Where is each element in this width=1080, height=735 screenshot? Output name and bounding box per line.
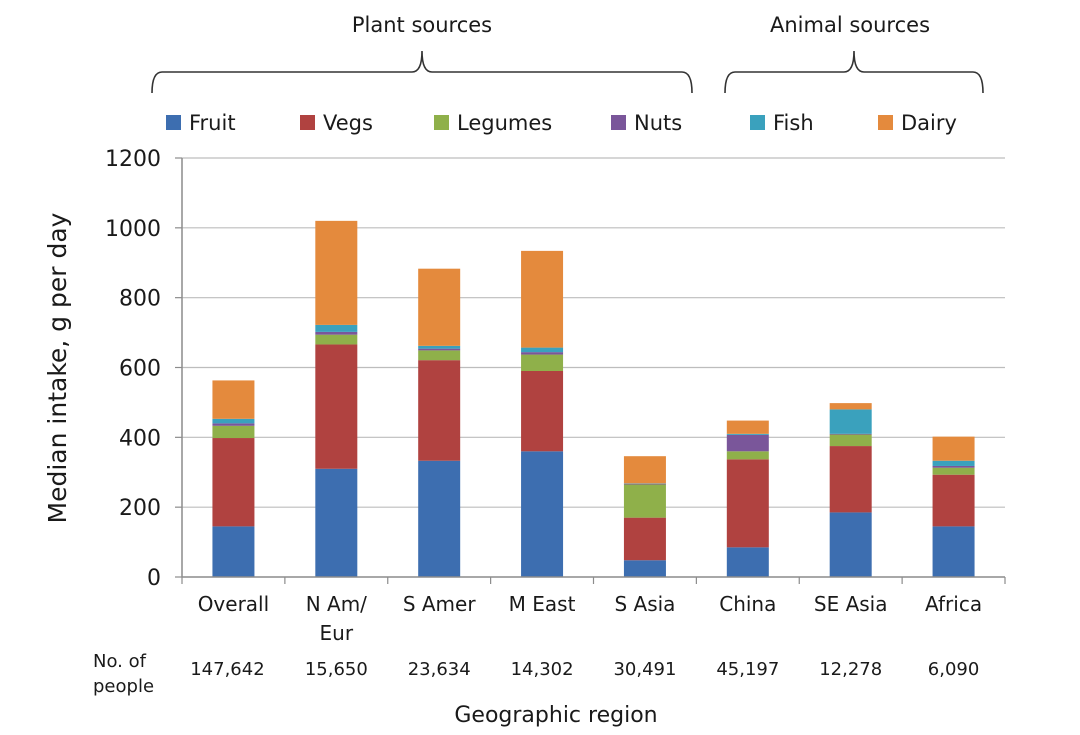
legend-swatch-fruit [166,115,181,130]
people-count: 15,650 [305,659,368,680]
bar-segment-fish [932,460,975,466]
bar-segment-vegs [315,344,358,469]
x-tick-label: S Asia [614,592,675,616]
bar-segment-nuts [315,331,358,335]
y-tick-labels: 0 200 400 600 800 1000 1200 [105,147,161,591]
bar-segment-legumes [829,434,872,447]
x-tick-label: SE Asia [814,592,888,616]
people-count: 147,642 [190,659,264,680]
bars [212,220,975,577]
legend-swatch-legumes [434,115,449,130]
bar-segment-fish [212,418,255,424]
bar-segment-fruit [623,560,666,577]
bar-segment-legumes [418,350,461,361]
bar-segment-fruit [212,526,255,577]
people-count: 45,197 [716,659,779,680]
legend-swatch-dairy [878,115,893,130]
bar-segment-fruit [932,526,975,577]
x-tick-label: Africa [925,592,982,616]
bar-segment-legumes [212,425,255,439]
bar-segment-dairy [212,380,255,419]
x-tick-label: Eur [320,621,354,645]
bar-segment-legumes [315,334,358,345]
x-tick-label: N Am/ [306,592,367,616]
x-tick-label: Overall [198,592,269,616]
bar-segment-vegs [212,438,255,527]
bar-segment-nuts [521,352,564,355]
animal-sources-brace [724,50,984,94]
legend-swatch-nuts [611,115,626,130]
y-tick-label: 1200 [105,147,161,172]
people-row-label: people [93,676,154,697]
group-label: Plant sources [352,13,492,37]
bar-segment-nuts [829,433,872,435]
legend-label-legumes: Legumes [457,111,552,135]
gridlines [175,157,1006,584]
bar-segment-legumes [726,451,769,460]
bar-segment-legumes [521,354,564,371]
legend: Fruit Vegs Legumes Nuts Fish Dairy [166,111,957,135]
x-tick-label: S Amer [403,592,477,616]
bar-segment-vegs [829,446,872,513]
bar-segment-vegs [623,517,666,561]
bar-segment-fish [418,345,461,349]
bar-segment-vegs [932,474,975,527]
bar-segment-fish [315,324,358,332]
bar-segment-nuts [623,483,666,485]
people-count: 14,302 [511,659,574,680]
bar-segment-fish [829,409,872,434]
bar-segment-nuts [726,434,769,452]
people-count: 30,491 [613,659,676,680]
legend-swatch-fish [750,115,765,130]
bar-segment-dairy [315,220,358,325]
people-count: 23,634 [408,659,471,680]
bar-segment-vegs [726,459,769,548]
legend-swatch-vegs [300,115,315,130]
y-tick-label: 400 [119,426,161,451]
y-tick-label: 1000 [105,217,161,242]
bar-segment-nuts [932,465,975,468]
legend-label-fruit: Fruit [189,111,236,135]
y-tick-label: 0 [147,566,161,591]
bar-segment-dairy [829,403,872,410]
legend-label-nuts: Nuts [634,111,682,135]
bar-segment-legumes [932,467,975,475]
bar-segment-fish [726,433,769,435]
source-group-braces: Plant sources Animal sources [151,13,984,94]
people-row-label: No. of [93,651,147,672]
bar-segment-dairy [932,436,975,461]
people-count: 6,090 [928,659,980,680]
x-tick-label: China [719,592,776,616]
y-tick-label: 600 [119,357,161,382]
bar-segment-dairy [418,268,461,346]
legend-label-dairy: Dairy [901,111,957,135]
bar-segment-nuts [418,348,461,351]
bar-segment-fruit [418,460,461,577]
y-axis-title: Median intake, g per day [43,212,72,523]
bar-segment-legumes [623,484,666,518]
bar-segment-fruit [829,512,872,577]
bar-segment-nuts [212,423,255,426]
x-tick-labels: Overall N Am/Eur S Amer M East S Asia China SE… [198,592,982,645]
y-tick-label: 800 [119,287,161,312]
legend-label-fish: Fish [773,111,814,135]
people-counts: No. of people 147,642 15,650 23,634 14,302 30,… [93,651,979,697]
plant-sources-brace [151,50,693,94]
legend-label-vegs: Vegs [323,111,373,135]
bar-segment-dairy [623,456,666,484]
y-tick-label: 200 [119,496,161,521]
bar-segment-dairy [521,250,564,348]
x-tick-label: M East [509,592,576,616]
bar-segment-dairy [726,420,769,434]
bar-segment-vegs [418,360,461,461]
people-count: 12,278 [819,659,882,680]
bar-segment-fruit [521,451,564,577]
bar-segment-fruit [315,468,358,577]
bar-segment-fish [521,347,564,353]
x-axis-title: Geographic region [454,703,657,728]
bar-segment-fruit [726,547,769,577]
bar-segment-vegs [521,370,564,452]
group-label: Animal sources [770,13,930,37]
